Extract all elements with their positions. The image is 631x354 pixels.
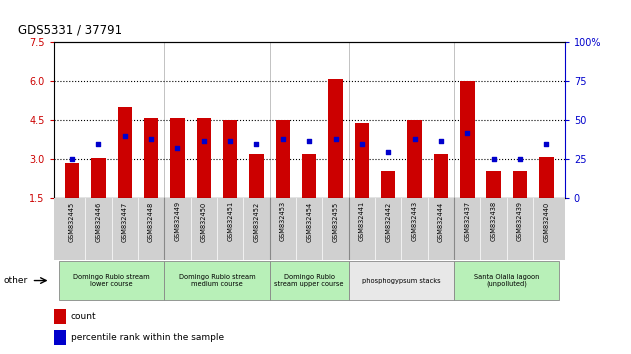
Text: GSM832446: GSM832446: [95, 201, 102, 241]
Bar: [381, 171, 396, 198]
Text: GSM832444: GSM832444: [438, 201, 444, 241]
Bar: [349, 261, 454, 300]
Point: [120, 133, 130, 139]
Text: GSM832453: GSM832453: [280, 201, 286, 241]
Bar: [54, 330, 66, 345]
Point: [515, 156, 525, 162]
Text: GSM832439: GSM832439: [517, 201, 523, 241]
Text: percentile rank within the sample: percentile rank within the sample: [71, 333, 224, 342]
Bar: [164, 261, 269, 300]
Bar: [144, 118, 158, 198]
Bar: [460, 81, 475, 198]
Point: [488, 156, 498, 162]
Text: GSM832443: GSM832443: [411, 201, 418, 241]
Bar: [59, 261, 164, 300]
Text: GSM832437: GSM832437: [464, 201, 470, 241]
Text: GDS5331 / 37791: GDS5331 / 37791: [18, 23, 122, 36]
Bar: [91, 158, 105, 198]
Bar: [117, 107, 132, 198]
Bar: [269, 261, 349, 300]
Text: count: count: [71, 312, 97, 321]
Text: GSM832455: GSM832455: [333, 201, 339, 241]
Text: GSM832442: GSM832442: [386, 201, 391, 241]
Point: [304, 138, 314, 143]
Point: [331, 136, 341, 142]
Bar: [223, 120, 237, 198]
Bar: [249, 154, 264, 198]
Point: [278, 136, 288, 142]
Text: Santa Olalla lagoon
(unpolluted): Santa Olalla lagoon (unpolluted): [474, 274, 540, 287]
Bar: [54, 309, 66, 324]
Bar: [539, 157, 553, 198]
Point: [410, 136, 420, 142]
Bar: [197, 118, 211, 198]
Text: GSM832441: GSM832441: [359, 201, 365, 241]
Bar: [487, 171, 501, 198]
Bar: [276, 120, 290, 198]
Point: [67, 156, 77, 162]
Bar: [355, 123, 369, 198]
Point: [357, 141, 367, 147]
Bar: [328, 79, 343, 198]
Bar: [408, 120, 422, 198]
Point: [172, 145, 182, 151]
Bar: [170, 118, 185, 198]
Bar: [513, 171, 528, 198]
Text: GSM832438: GSM832438: [491, 201, 497, 241]
Text: GSM832449: GSM832449: [174, 201, 180, 241]
Bar: [454, 261, 560, 300]
Text: GSM832452: GSM832452: [254, 201, 259, 241]
Text: GSM832454: GSM832454: [306, 201, 312, 241]
Text: GSM832445: GSM832445: [69, 201, 75, 241]
Point: [93, 141, 103, 147]
Point: [541, 141, 551, 147]
Point: [251, 141, 261, 147]
Text: GSM832451: GSM832451: [227, 201, 233, 241]
Point: [383, 149, 393, 154]
Point: [436, 138, 446, 143]
Bar: [54, 198, 565, 260]
Text: GSM832440: GSM832440: [543, 201, 550, 241]
Text: Domingo Rubio
stream upper course: Domingo Rubio stream upper course: [274, 274, 344, 287]
Point: [463, 130, 473, 136]
Text: Domingo Rubio stream
lower course: Domingo Rubio stream lower course: [73, 274, 150, 287]
Text: phosphogypsum stacks: phosphogypsum stacks: [362, 278, 440, 284]
Text: Domingo Rubio stream
medium course: Domingo Rubio stream medium course: [179, 274, 256, 287]
Point: [199, 138, 209, 143]
Text: GSM832447: GSM832447: [122, 201, 127, 241]
Point: [146, 136, 156, 142]
Text: GSM832450: GSM832450: [201, 201, 207, 241]
Bar: [302, 154, 316, 198]
Bar: [65, 163, 80, 198]
Text: GSM832448: GSM832448: [148, 201, 154, 241]
Text: other: other: [3, 276, 27, 285]
Point: [225, 138, 235, 143]
Bar: [433, 154, 448, 198]
